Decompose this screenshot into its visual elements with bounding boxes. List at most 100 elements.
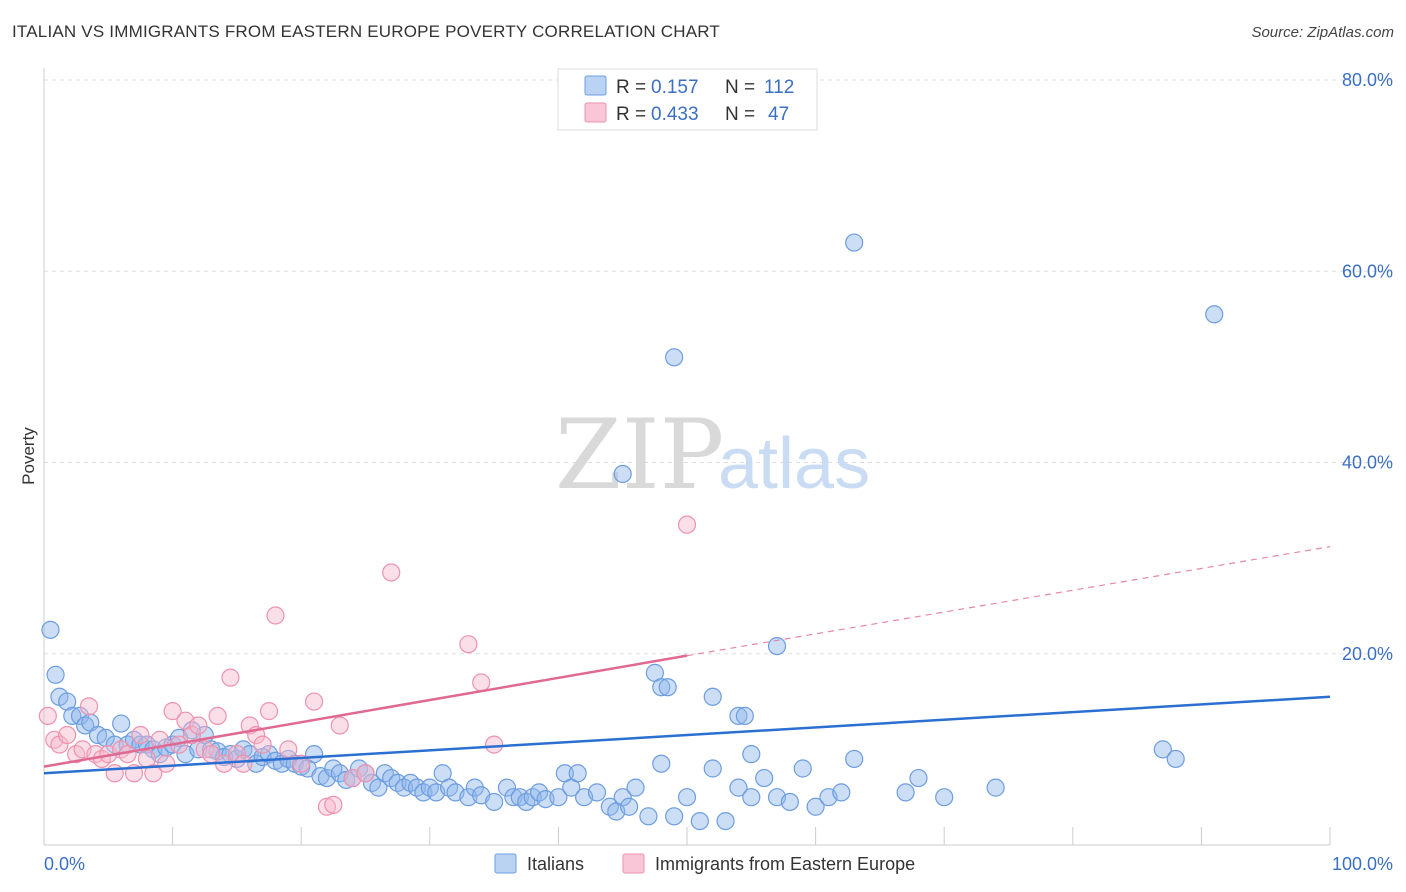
point-italians [935,788,954,807]
point-immigrants [221,668,240,687]
point-italians [58,692,77,711]
bottom-legend-label-italians: Italians [527,854,584,874]
point-italians [793,759,812,778]
point-italians [587,783,607,802]
point-immigrants [266,606,285,625]
source-label: Source: ZipAtlas.com [1251,24,1394,41]
point-immigrants [50,735,69,754]
point-italians [703,759,722,778]
point-immigrants [38,706,57,726]
point-italians [780,792,799,812]
legend-r-label: R = [616,104,646,125]
point-immigrants [157,754,176,773]
point-italians [613,464,632,484]
point-italians [549,788,568,807]
y-tick-label: 80.0% [1342,70,1393,90]
point-immigrants [317,797,337,816]
point-italians [729,778,748,797]
legend: R = 0.157 N = 112 R = 0.433 N = 47 [557,68,818,131]
point-italians [76,716,95,735]
point-italians [652,678,671,697]
point-immigrants [382,563,401,582]
point-italians [530,783,549,802]
point-italians [845,233,864,252]
point-immigrants [189,716,208,735]
point-immigrants [304,692,324,711]
point-italians [832,783,851,802]
point-italians [639,807,658,826]
point-immigrants [330,716,349,735]
point-immigrants [279,740,298,759]
point-italians [658,678,677,697]
point-italians [626,778,645,797]
chart-title: ITALIAN VS IMMIGRANTS FROM EASTERN EUROP… [12,22,720,41]
legend-r-value: 0.433 [651,104,699,125]
point-italians [485,792,504,812]
bottom-legend-label-immigrants: Immigrants from Eastern Europe [655,854,915,874]
trend-lines [43,546,1331,775]
watermark: ZIP atlas [555,399,870,511]
trend-line-immigrants [43,654,688,768]
y-tick-label: 20.0% [1342,644,1393,664]
point-italians [1166,749,1185,769]
series-italians [41,233,1224,831]
point-immigrants [79,697,99,716]
point-italians [735,706,754,726]
point-immigrants [163,702,182,721]
point-italians [652,754,671,773]
point-immigrants [150,730,169,749]
legend-r-value: 0.157 [651,77,699,98]
legend-n-label: N = [725,77,755,98]
x-ticks [43,827,1331,845]
y-tick-label: 60.0% [1342,261,1393,281]
legend-r-label: R = [616,77,646,98]
point-italians [568,764,587,783]
point-immigrants [105,764,124,783]
point-italians [665,807,684,826]
point-italians [690,811,709,831]
x-tick-label-max: 100.0% [1332,854,1393,874]
point-italians [703,687,722,706]
series-immigrants-eastern-europe [38,515,697,816]
y-tick-labels: 20.0% 40.0% 60.0% 80.0% [1342,70,1393,664]
point-italians [1153,740,1172,759]
point-italians [806,797,825,816]
point-italians [767,636,787,656]
watermark-atlas: atlas [718,424,870,504]
point-immigrants [259,702,279,721]
point-immigrants [459,635,478,654]
point-italians [613,788,632,807]
point-italians [716,811,735,831]
point-italians [337,770,356,790]
bottom-legend-swatch-immigrants [622,853,645,874]
y-tick-label: 40.0% [1342,453,1393,473]
point-italians [909,768,928,788]
bottom-legend-swatch-italians [494,853,517,874]
point-italians [742,788,761,807]
gridlines [44,79,1393,655]
legend-swatch-immigrants [584,102,607,123]
trend-line-italians [43,695,1331,775]
point-italians [112,714,131,733]
legend-swatch-italians [584,75,607,96]
bottom-legend: Italians Immigrants from Eastern Europe [494,853,915,874]
point-italians [986,778,1005,797]
point-immigrants [472,673,491,692]
x-tick-labels: 0.0% 100.0% [44,854,1393,874]
watermark-zip: ZIP [555,399,724,511]
point-italians [665,348,684,367]
point-immigrants [208,706,227,726]
point-italians [729,706,748,726]
point-italians [497,778,517,797]
point-italians [46,665,65,684]
point-immigrants [131,725,150,745]
point-immigrants [485,735,504,754]
point-immigrants [144,764,163,783]
point-immigrants [324,795,343,814]
legend-n-label: N = [725,104,755,125]
point-immigrants [253,735,272,754]
point-italians [1205,305,1224,324]
trend-line-immigrants-extrapolated [686,546,1331,657]
legend-n-value: 47 [768,104,789,125]
